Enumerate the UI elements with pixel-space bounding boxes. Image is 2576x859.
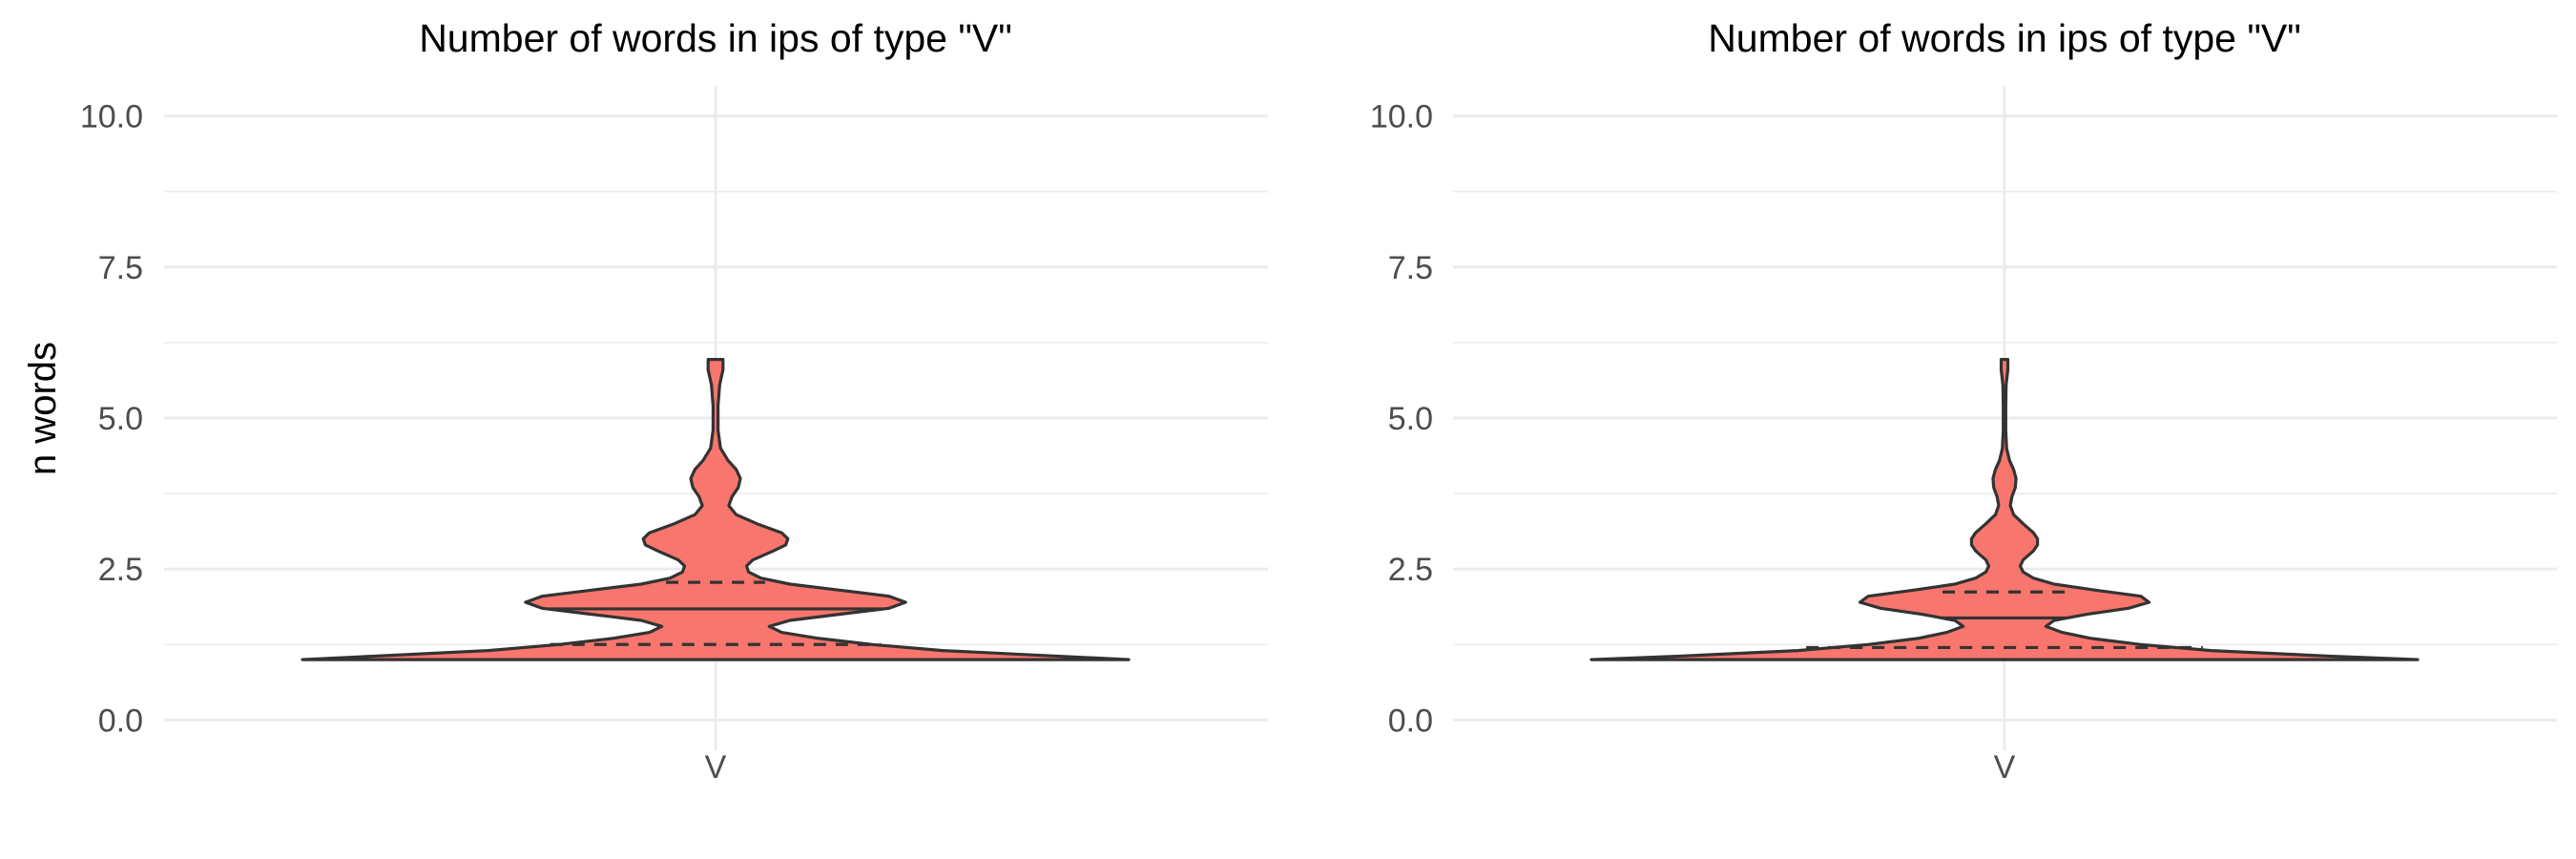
x-tick-label: V — [705, 749, 727, 786]
y-tick-label: 5.0 — [1388, 401, 1433, 437]
panel-left: Number of words in ips of type "V" 0.0 2… — [22, 16, 1268, 786]
y-tick-label: 2.5 — [98, 552, 143, 588]
y-tick-label: 2.5 — [1388, 552, 1433, 588]
x-tick-label: V — [1994, 749, 2016, 786]
panel-right: Number of words in ips of type "V" 0.0 2… — [1370, 16, 2557, 786]
violin-body — [1589, 358, 2420, 661]
y-tick-label: 7.5 — [1388, 250, 1433, 286]
panel-right-title: Number of words in ips of type "V" — [1708, 16, 2301, 60]
y-tick-label: 0.0 — [98, 702, 143, 739]
panel-left-y-tick-labels: 0.0 2.5 5.0 7.5 10.0 — [80, 99, 143, 740]
panel-left-title: Number of words in ips of type "V" — [419, 16, 1012, 60]
y-tick-label: 5.0 — [98, 401, 143, 437]
violin-body — [301, 358, 1131, 661]
y-tick-label: 0.0 — [1388, 702, 1433, 739]
panel-right-y-tick-labels: 0.0 2.5 5.0 7.5 10.0 — [1370, 99, 1433, 740]
panel-left-violin — [301, 358, 1131, 661]
y-tick-label: 7.5 — [98, 250, 143, 286]
y-tick-label: 10.0 — [80, 99, 143, 136]
panel-right-violin — [1589, 358, 2420, 661]
y-tick-label: 10.0 — [1370, 99, 1433, 136]
y-axis-title: n words — [22, 342, 64, 475]
